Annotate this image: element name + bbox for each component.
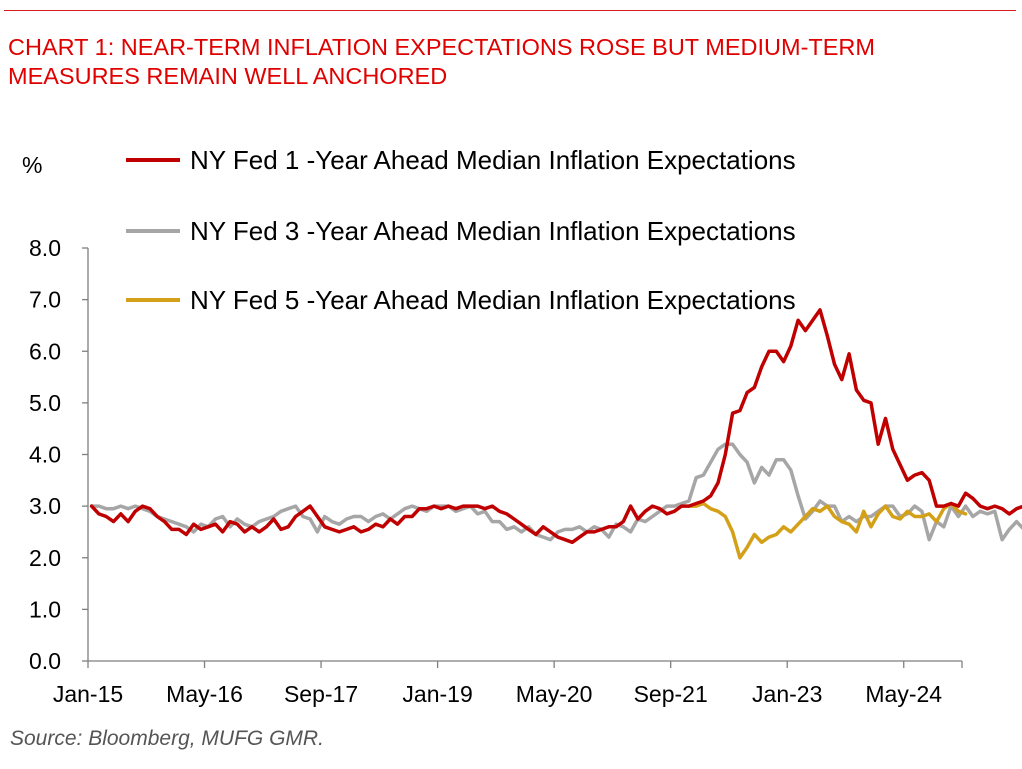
top-rule bbox=[4, 10, 1016, 11]
chart-title-line-2: MEASURES REMAIN WELL ANCHORED bbox=[8, 63, 448, 89]
x-tick-label: May-20 bbox=[516, 681, 593, 707]
y-tick-label: 3.0 bbox=[29, 493, 61, 519]
chart-title: CHART 1: NEAR-TERM INFLATION EXPECTATION… bbox=[8, 33, 1008, 91]
axes: 0.0 1.0 2.0 3.0 4.0 5.0 6.0 7.0 8.0 Jan-15 May-16 S… bbox=[29, 235, 963, 707]
legend-label-1: NY Fed 1 -Year Ahead Median Inflation Ex… bbox=[190, 145, 796, 175]
chart-title-line-1: CHART 1: NEAR-TERM INFLATION EXPECTATION… bbox=[8, 34, 875, 60]
y-tick-label: 2.0 bbox=[29, 545, 61, 571]
legend-label-2: NY Fed 3 -Year Ahead Median Inflation Ex… bbox=[190, 216, 796, 246]
source-note: Source: Bloomberg, MUFG GMR. bbox=[10, 727, 324, 750]
x-tick-label: Jan-15 bbox=[53, 681, 123, 707]
y-tick-label: 4.0 bbox=[29, 442, 61, 468]
series-line-3 bbox=[687, 501, 968, 560]
x-tick-label: May-16 bbox=[166, 681, 243, 707]
x-tick-label: Sep-21 bbox=[634, 681, 708, 707]
x-tick-label: Jan-19 bbox=[402, 681, 472, 707]
y-tick-label: 7.0 bbox=[29, 287, 61, 313]
y-tick-label: 6.0 bbox=[29, 338, 61, 364]
legend-label-3: NY Fed 5 -Year Ahead Median Inflation Ex… bbox=[190, 285, 796, 315]
x-tick-label: May-24 bbox=[865, 681, 942, 707]
y-tick-label: 1.0 bbox=[29, 596, 61, 622]
x-tick-label: Jan-23 bbox=[752, 681, 822, 707]
legend: NY Fed 1 -Year Ahead Median Inflation Ex… bbox=[126, 145, 796, 315]
y-tick-label: 8.0 bbox=[29, 235, 61, 261]
series-line-1 bbox=[89, 308, 1022, 545]
series-line-2 bbox=[89, 442, 1022, 542]
y-axis-label: % bbox=[22, 152, 42, 178]
y-tick-label: 5.0 bbox=[29, 390, 61, 416]
x-tick-label: Sep-17 bbox=[284, 681, 358, 707]
y-tick-label: 0.0 bbox=[29, 648, 61, 674]
series-group bbox=[89, 308, 1022, 560]
